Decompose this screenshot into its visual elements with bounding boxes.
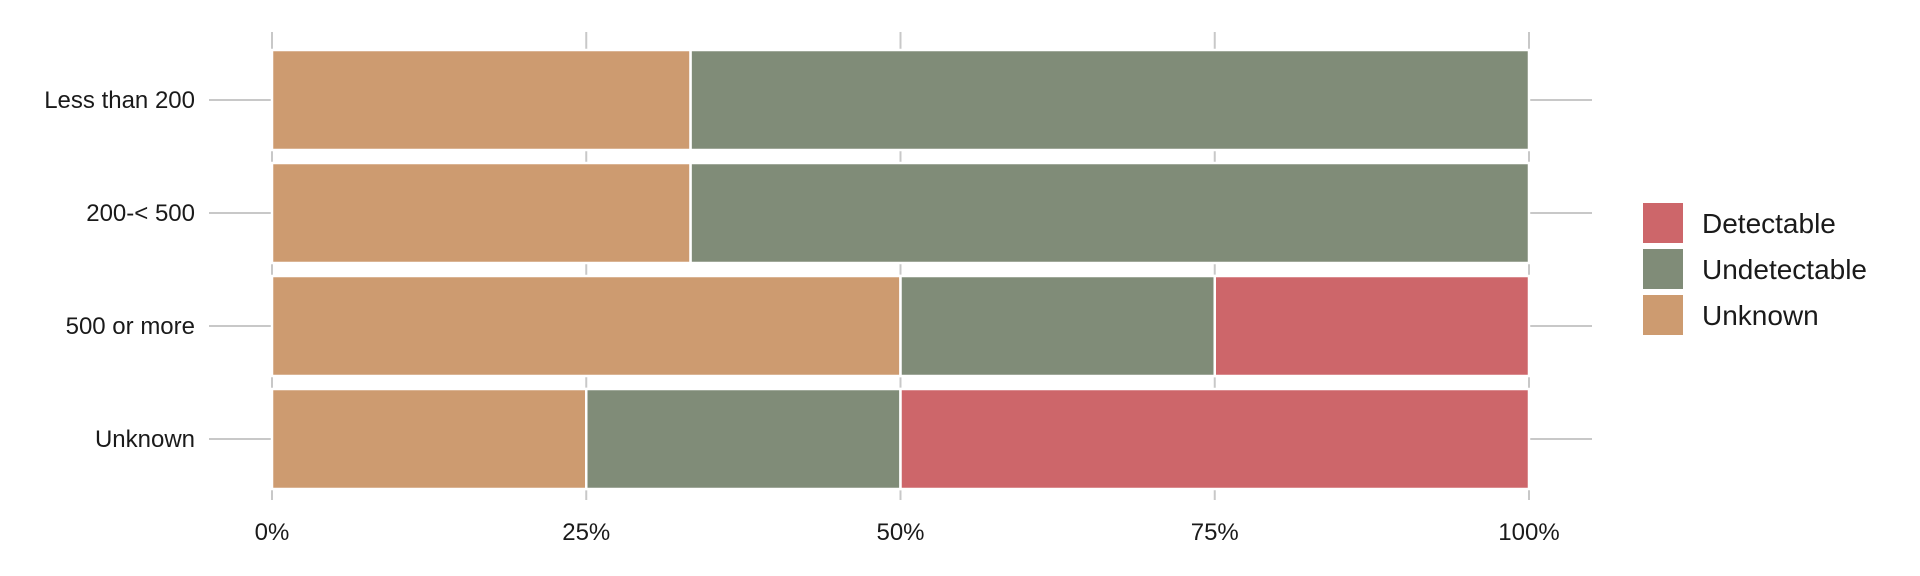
bar-segment-undetectable bbox=[689, 48, 1531, 152]
x-tick-label: 25% bbox=[562, 519, 610, 546]
bar-segment-unknown bbox=[270, 387, 588, 491]
bar-segment-unknown bbox=[270, 161, 692, 265]
y-axis: Less than 200 200-< 500 500 or more Unknown bbox=[44, 87, 195, 453]
legend-label-detectable: Detectable bbox=[1702, 208, 1836, 239]
legend-label-undetectable: Undetectable bbox=[1702, 254, 1867, 285]
y-tick-label: 200-< 500 bbox=[86, 200, 195, 227]
y-tick-label: Less than 200 bbox=[44, 87, 195, 114]
bar-segment-undetectable bbox=[585, 387, 902, 491]
bar-segment-detectable bbox=[1213, 274, 1531, 378]
x-tick-label: 0% bbox=[255, 519, 290, 546]
x-axis: 0% 25% 50% 75% 100% bbox=[255, 519, 1560, 546]
legend-swatch-undetectable bbox=[1643, 249, 1683, 289]
x-tick-label: 75% bbox=[1191, 519, 1239, 546]
legend-swatch-unknown bbox=[1643, 295, 1683, 335]
x-tick-label: 100% bbox=[1498, 519, 1559, 546]
y-tick-label: Unknown bbox=[95, 426, 195, 453]
legend-swatch-detectable bbox=[1643, 203, 1683, 243]
bar-segment-detectable bbox=[899, 387, 1531, 491]
bars bbox=[270, 48, 1531, 491]
bar-segment-unknown bbox=[270, 274, 902, 378]
legend-label-unknown: Unknown bbox=[1702, 300, 1819, 331]
bar-segment-undetectable bbox=[689, 161, 1531, 265]
x-tick-label: 50% bbox=[876, 519, 924, 546]
bar-segment-undetectable bbox=[899, 274, 1216, 378]
legend: Detectable Undetectable Unknown bbox=[1643, 203, 1867, 335]
y-tick-label: 500 or more bbox=[66, 313, 195, 340]
bar-segment-unknown bbox=[270, 48, 692, 152]
